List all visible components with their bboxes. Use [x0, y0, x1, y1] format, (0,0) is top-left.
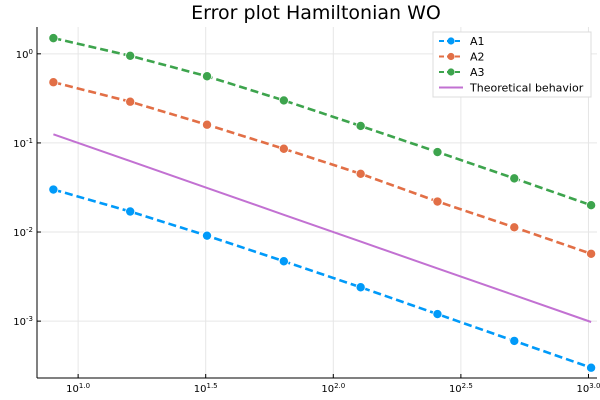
x-tick-label: 102.5 — [449, 382, 473, 395]
series-line — [53, 36, 592, 207]
data-point — [48, 184, 59, 195]
data-point — [509, 173, 520, 184]
y-tick-label-exp: 0 — [29, 48, 33, 56]
data-point — [48, 33, 59, 44]
y-tick-label: 10-3 — [13, 315, 33, 328]
x-tick-label-exp: 2.5 — [462, 382, 473, 390]
legend: A1 A2 A3 Theoretical behavior — [432, 31, 592, 98]
data-point — [48, 77, 59, 88]
x-tick-label: 101.5 — [194, 382, 218, 395]
legend-item: A1 — [439, 35, 485, 48]
x-tick-label-base: 10 — [66, 384, 79, 395]
y-tick-label: 10-1 — [13, 137, 33, 150]
y-tick-label-base: 10 — [13, 317, 26, 328]
data-point — [432, 309, 443, 320]
data-point — [432, 196, 443, 207]
data-point — [202, 230, 213, 241]
legend-marker — [447, 68, 455, 76]
data-point — [202, 119, 213, 130]
legend-marker — [447, 52, 455, 61]
legend-marker — [447, 37, 455, 45]
legend-box — [432, 31, 592, 98]
x-tick-label-base: 10 — [577, 384, 590, 395]
series-line — [53, 133, 592, 323]
series-a2 — [48, 77, 597, 259]
series-line — [53, 80, 592, 256]
chart-title: Error plot Hamiltonian WO — [191, 2, 441, 24]
x-tick-label-exp: 1.5 — [207, 382, 218, 390]
y-tick-label-exp: -2 — [26, 226, 33, 234]
x-tick-label: 101.0 — [66, 382, 90, 395]
data-point — [432, 147, 443, 158]
x-tick-label-base: 10 — [321, 384, 334, 395]
data-point — [509, 222, 520, 233]
data-point — [355, 120, 366, 131]
x-tick-label-exp: 3.0 — [589, 382, 600, 390]
y-tick-label: 10-2 — [13, 226, 33, 239]
legend-label: A2 — [470, 51, 485, 64]
data-point — [125, 96, 136, 107]
data-point — [586, 248, 597, 259]
y-tick-label-base: 10 — [16, 50, 29, 61]
data-point — [125, 206, 136, 217]
y-tick-label: 100 — [16, 48, 33, 61]
legend-item: A3 — [439, 66, 485, 79]
data-point — [278, 143, 289, 154]
legend-label: Theoretical behavior — [469, 82, 584, 95]
y-tick-label-exp: -3 — [26, 315, 33, 323]
data-point — [355, 168, 366, 179]
series-layer — [48, 33, 597, 373]
data-point — [509, 335, 520, 346]
legend-label: A1 — [470, 35, 485, 48]
y-tick-label-exp: -1 — [26, 137, 33, 145]
x-tick-label: 102.0 — [321, 382, 345, 395]
data-point — [125, 50, 136, 61]
series-a1 — [48, 184, 597, 373]
y-tick-label-base: 10 — [13, 228, 26, 239]
x-tick-label-exp: 1.0 — [79, 382, 90, 390]
y-tick-label-base: 10 — [13, 139, 26, 150]
data-point — [586, 362, 597, 373]
data-point — [278, 95, 289, 106]
series-a3 — [48, 33, 597, 211]
x-tick-label-base: 10 — [194, 384, 207, 395]
legend-item: A2 — [439, 51, 485, 64]
x-tick-label-base: 10 — [449, 384, 462, 395]
data-point — [586, 200, 597, 211]
data-point — [355, 282, 366, 293]
x-tick-label: 103.0 — [577, 382, 600, 395]
data-point — [278, 256, 289, 267]
series-theoretical-behavior — [53, 133, 592, 323]
data-point — [202, 71, 213, 82]
series-line — [53, 188, 592, 369]
legend-label: A3 — [470, 66, 485, 79]
x-tick-label-exp: 2.0 — [334, 382, 345, 390]
legend-item: Theoretical behavior — [439, 82, 584, 95]
